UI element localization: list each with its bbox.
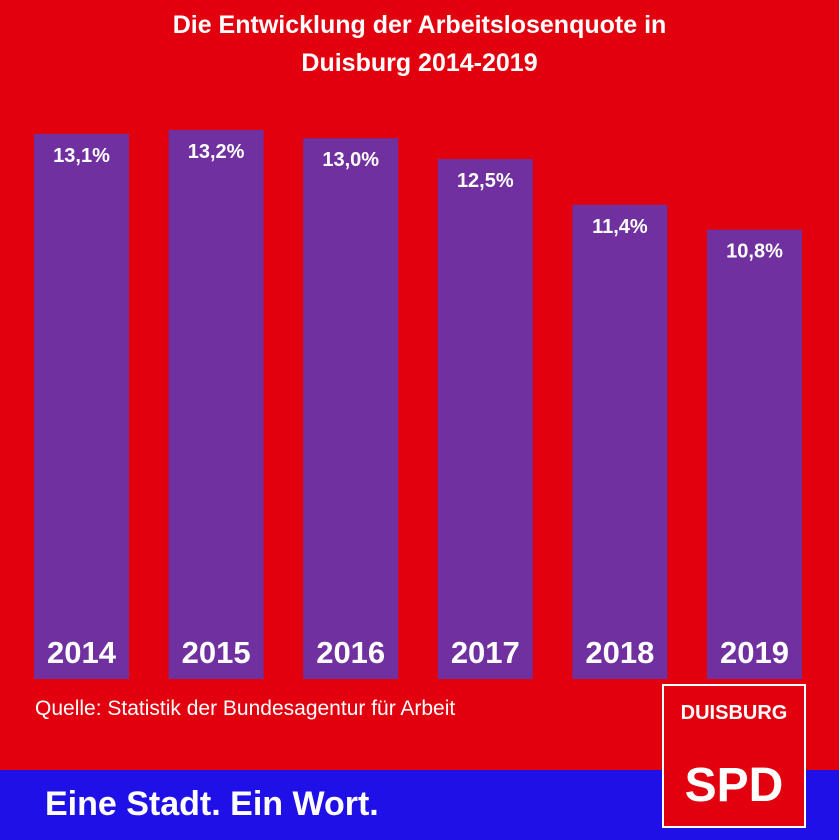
category-label-2018: 2018 (585, 635, 654, 670)
category-label-2017: 2017 (451, 635, 520, 670)
spd-duisburg-logo: DUISBURG SPD (662, 684, 806, 828)
slogan: Eine Stadt. Ein Wort. (45, 785, 379, 823)
bar-2019 (707, 229, 802, 679)
value-label-2016: 13,0% (322, 149, 379, 171)
value-label-2019: 10,8% (726, 241, 783, 263)
value-label-2015: 13,2% (188, 141, 245, 163)
bar-2015 (168, 129, 264, 679)
category-label-2015: 2015 (182, 635, 251, 670)
bar-2017 (437, 159, 533, 679)
logo-party-text: SPD (684, 759, 784, 812)
chart-title-line-2: Duisburg 2014-2019 (301, 49, 538, 77)
source-note: Quelle: Statistik der Bundesagentur für … (35, 697, 456, 720)
chart-title: Die Entwicklung der Arbeitslosenquote in… (0, 6, 839, 82)
bar-chart: 13,1% 2014 13,2% 2015 13,0% 2016 12,5% 2017 11,4… (34, 129, 802, 680)
category-label-2019: 2019 (720, 635, 789, 670)
bar-2016 (303, 138, 399, 679)
value-label-2014: 13,1% (53, 145, 110, 167)
bar-2014 (34, 134, 129, 679)
bar-2018 (572, 204, 668, 680)
category-label-2014: 2014 (47, 635, 117, 670)
value-label-2018: 11,4% (592, 216, 648, 238)
value-label-2017: 12,5% (457, 170, 514, 192)
logo-city-text: DUISBURG (680, 702, 788, 724)
chart-title-line-1: Die Entwicklung der Arbeitslosenquote in (172, 11, 667, 39)
category-label-2016: 2016 (316, 635, 385, 670)
